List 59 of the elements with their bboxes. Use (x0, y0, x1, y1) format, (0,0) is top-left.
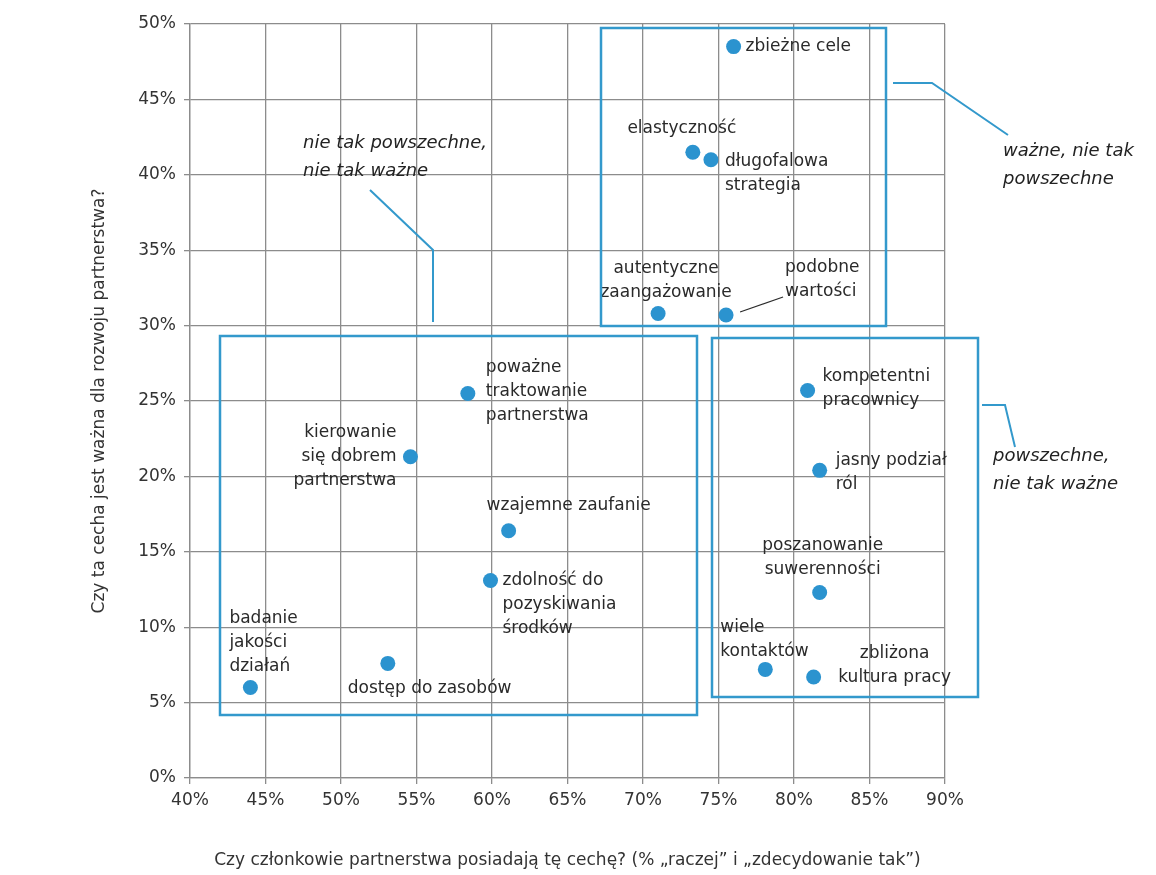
x-tick-label: 85% (850, 788, 889, 809)
x-tick-label: 45% (246, 788, 285, 809)
text: powszechne, nie tak ważne (993, 443, 1120, 495)
point (402, 449, 418, 465)
series-label: zbliżona kultura pracy (838, 642, 951, 687)
x-tick-label: 40% (171, 788, 209, 809)
text: dostęp do zasobów (347, 676, 512, 697)
point (380, 655, 396, 671)
x-tick-label: 75% (699, 788, 738, 809)
point (757, 661, 773, 677)
point (726, 39, 742, 55)
y-tick-label: 25% (138, 389, 176, 410)
series-label: zdolność do pozyskiwania środków (502, 568, 617, 637)
series-label: poważne traktowanie partnerstwa (485, 355, 589, 424)
point (685, 144, 701, 160)
text: ważne, nie tak powszechne (1003, 138, 1135, 190)
y-tick-label: 10% (138, 615, 176, 636)
point (460, 385, 476, 401)
series-label: wzajemne zaufanie (486, 494, 651, 515)
x-tick-label: 80% (775, 788, 813, 809)
series-label: kompetentni pracownicy (822, 364, 931, 409)
y-axis-title: Czy ta cecha jest ważna dla rozwoju partnerstwa? (87, 188, 108, 614)
series-label: poszanowanie suwerenności (762, 533, 884, 578)
y-tick-label: 5% (149, 691, 176, 712)
y-tick-label: 50% (138, 12, 176, 33)
annotation: nie tak powszechne, nie tak ważne (303, 130, 488, 182)
y-tick-label: 35% (138, 238, 176, 259)
point (703, 152, 719, 168)
point (800, 382, 816, 398)
point (718, 307, 734, 323)
x-axis-title: Czy członkowie partnerstwa posiadają tę cechę? (% „raczej” i „zdecydowanie tak”) (214, 849, 921, 870)
point (806, 669, 822, 685)
x-tick-label: 90% (926, 788, 964, 809)
y-tick-label: 40% (138, 163, 176, 184)
y-tick-label: 45% (138, 87, 176, 108)
x-tick-label: 50% (322, 788, 360, 809)
point (482, 572, 498, 588)
series-label: długofalowa strategia (724, 150, 829, 195)
series-label: wiele kontaktów (720, 615, 809, 660)
text: podobne wartości (785, 256, 860, 301)
y-tick-label: 0% (149, 766, 176, 787)
y-tick-label: 30% (138, 314, 176, 335)
series-label: jasny podział ról (834, 448, 947, 493)
x-tick-label: 55% (397, 788, 436, 809)
series-label: autentyczne zaangażowanie (600, 256, 732, 301)
point (812, 585, 828, 601)
y-tick-label: 20% (138, 464, 176, 485)
x-tick-label: 70% (624, 788, 662, 809)
point (650, 306, 666, 322)
point (242, 680, 258, 696)
y-tick-label: 15% (138, 540, 176, 561)
series-label: elastyczność (627, 116, 737, 137)
series-label: badanie jakości działań (228, 606, 298, 675)
series-label: zbieżne cele (745, 35, 852, 56)
point (812, 462, 828, 478)
series-label: kierowanie się dobrem partnerstwa (293, 421, 397, 490)
x-tick-label: 65% (548, 788, 587, 809)
x-tick-label: 60% (473, 788, 511, 809)
point (501, 523, 517, 539)
